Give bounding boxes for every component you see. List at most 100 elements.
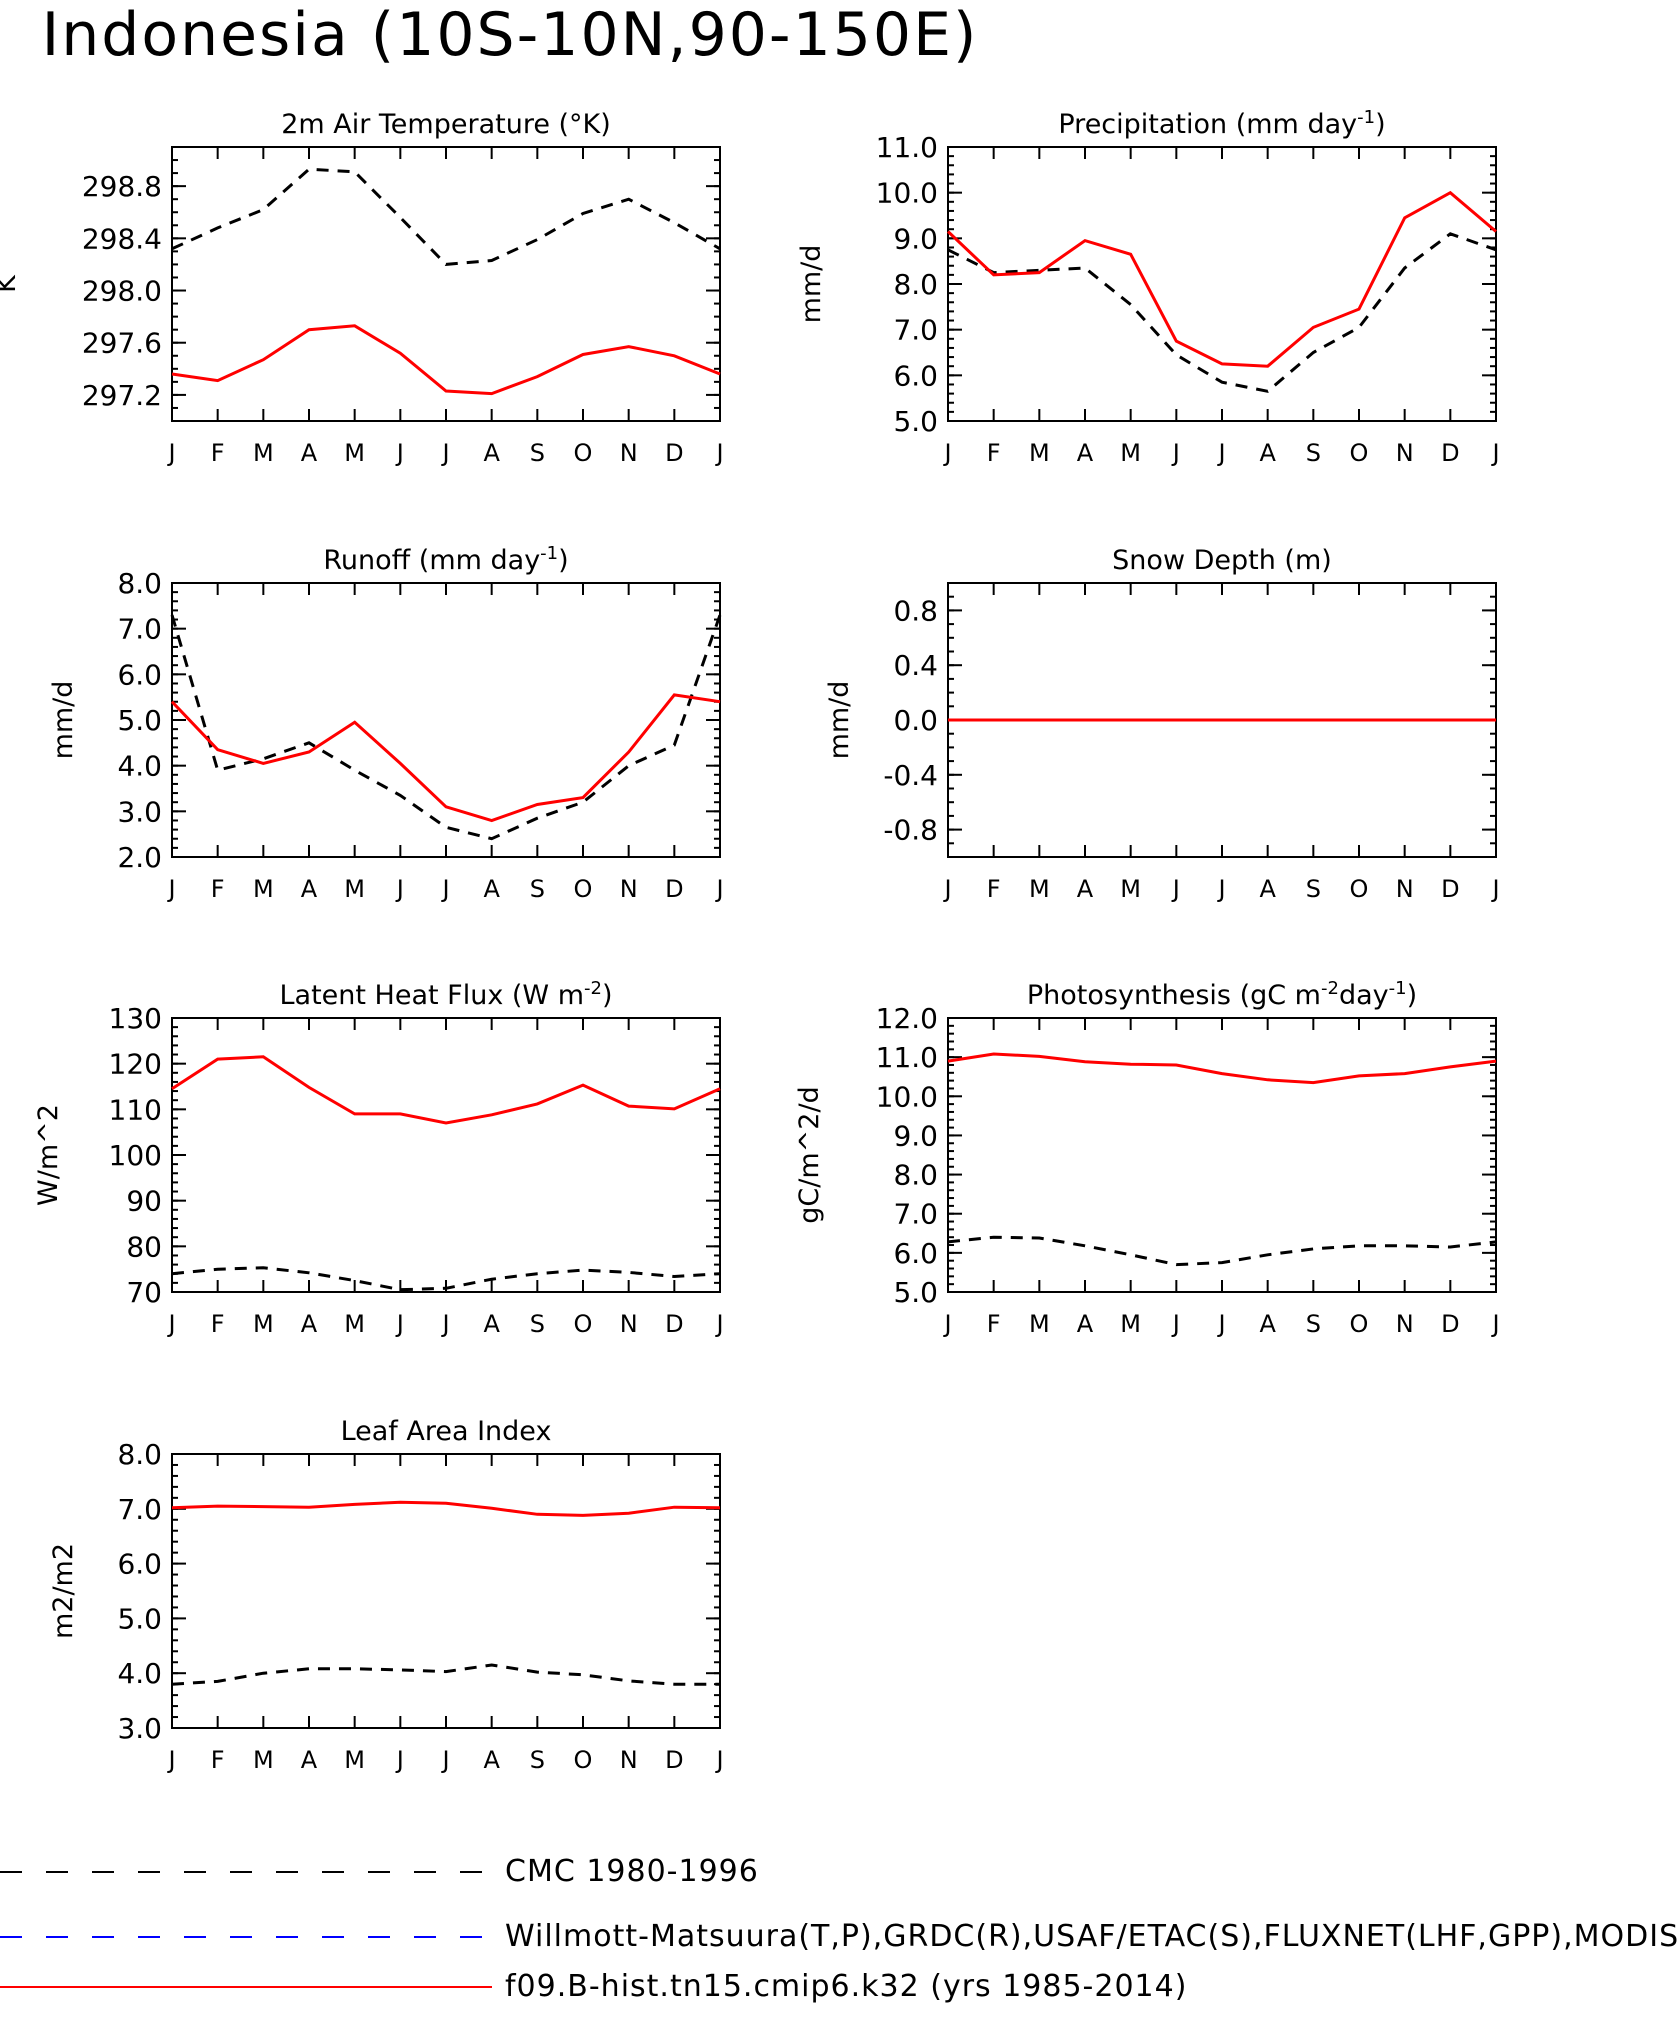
runoff-mm-day-1-ytick-label: 7.0 <box>117 613 162 646</box>
latent-heat-flux-w-m-2-xtick-label: O <box>574 1310 593 1338</box>
2m-air-temperature-k-ytick-label: 298.0 <box>82 275 162 308</box>
snow-depth-m-xtick-label: A <box>1259 875 1276 903</box>
precipitation-mm-day-1-xtick-label: M <box>1120 439 1141 467</box>
2m-air-temperature-k-frame <box>171 146 721 422</box>
2m-air-temperature-k-xtick-label: O <box>574 439 593 467</box>
2m-air-temperature-k-xtick-label: A <box>483 439 500 467</box>
photosynthesis-gc-m-2day-1-xtick-label: O <box>1350 1310 1369 1338</box>
leaf-area-index-xtick-label: A <box>483 1746 500 1774</box>
latent-heat-flux-w-m-2-xtick-label: N <box>620 1310 638 1338</box>
runoff-mm-day-1-xtick-label: A <box>483 875 500 903</box>
photosynthesis-gc-m-2day-1-xtick-label: J <box>1216 1310 1225 1338</box>
leaf-area-index-ytick-label: 8.0 <box>117 1438 162 1471</box>
precipitation-mm-day-1-ylabel: mm/d <box>796 245 827 324</box>
latent-heat-flux-w-m-2-xtick-label: F <box>211 1310 225 1338</box>
precipitation-mm-day-1-ytick-label: 7.0 <box>893 314 938 347</box>
precipitation-mm-day-1-xtick-label: F <box>987 439 1001 467</box>
runoff-mm-day-1-xtick-label: J <box>714 875 723 903</box>
latent-heat-flux-w-m-2-ytick-label: 80 <box>126 1230 162 1263</box>
leaf-area-index-ylabel: m2/m2 <box>48 1543 79 1639</box>
photosynthesis-gc-m-2day-1-ylabel: gC/m^2/d <box>794 1086 825 1223</box>
precipitation-mm-day-1-frame <box>947 146 1497 422</box>
photosynthesis-gc-m-2day-1-xtick-label: A <box>1077 1310 1094 1338</box>
snow-depth-m-ytick-label: 0.0 <box>893 704 938 737</box>
2m-air-temperature-k-ylabel: K <box>0 274 22 293</box>
snow-depth-m-xtick-label: D <box>1441 875 1459 903</box>
latent-heat-flux-w-m-2-xtick-label: A <box>301 1310 318 1338</box>
precipitation-mm-day-1-xtick-label: A <box>1077 439 1094 467</box>
leaf-area-index-xtick-label: N <box>620 1746 638 1774</box>
latent-heat-flux-w-m-2-xtick-label: J <box>166 1310 175 1338</box>
latent-heat-flux-w-m-2-ytick-label: 130 <box>109 1002 162 1035</box>
runoff-mm-day-1-ytick-label: 8.0 <box>117 567 162 600</box>
leaf-area-index-xtick-label: M <box>344 1746 365 1774</box>
runoff-mm-day-1-xtick-label: D <box>665 875 683 903</box>
snow-depth-m-xtick-label: J <box>942 875 951 903</box>
leaf-area-index-title: Leaf Area Index <box>341 1416 552 1447</box>
snow-depth-m-title: Snow Depth (m) <box>1112 545 1332 576</box>
runoff-mm-day-1-xtick-label: M <box>253 875 274 903</box>
photosynthesis-gc-m-2day-1-xtick-label: S <box>1306 1310 1321 1338</box>
2m-air-temperature-k-xtick-label: S <box>530 439 545 467</box>
2m-air-temperature-k-series-model <box>171 324 721 396</box>
precipitation-mm-day-1-ytick-label: 6.0 <box>893 359 938 392</box>
precipitation-mm-day-1-ytick-label: 10.0 <box>876 177 938 210</box>
latent-heat-flux-w-m-2-ytick-label: 100 <box>109 1139 162 1172</box>
snow-depth-m-ylabel: mm/d <box>824 681 855 760</box>
photosynthesis-gc-m-2day-1-series-obs <box>947 1235 1497 1267</box>
leaf-area-index-xtick-label: M <box>253 1746 274 1774</box>
photosynthesis-gc-m-2day-1-ytick-label: 11.0 <box>876 1041 938 1074</box>
2m-air-temperature-k-xtick-label: D <box>665 439 683 467</box>
leaf-area-index-xtick-label: A <box>301 1746 318 1774</box>
2m-air-temperature-k-xtick-label: F <box>211 439 225 467</box>
runoff-mm-day-1-xtick-label: O <box>574 875 593 903</box>
leaf-area-index-series-obs <box>171 1663 720 1686</box>
legend-row-alt-obs: Willmott-Matsuura(T,P),GRDC(R),USAF/ETAC… <box>0 1917 1679 1957</box>
runoff-mm-day-1-series-model <box>170 693 721 823</box>
photosynthesis-gc-m-2day-1-ytick-label: 9.0 <box>893 1119 938 1152</box>
precipitation-mm-day-1-ytick-label: 8.0 <box>893 268 938 301</box>
leaf-area-index-ytick-label: 7.0 <box>117 1493 162 1526</box>
2m-air-temperature-k-xtick-label: J <box>395 439 404 467</box>
runoff-mm-day-1-ytick-label: 2.0 <box>117 841 162 874</box>
2m-air-temperature-k-xtick-label: M <box>344 439 365 467</box>
latent-heat-flux-w-m-2-xtick-label: M <box>344 1310 365 1338</box>
leaf-area-index-xtick-label: J <box>714 1746 723 1774</box>
runoff-mm-day-1-title: Runoff (mm day-1) <box>323 543 568 576</box>
precipitation-mm-day-1-xtick-label: A <box>1259 439 1276 467</box>
runoff-mm-day-1-xtick-label: J <box>166 875 175 903</box>
latent-heat-flux-w-m-2-series-model <box>171 1055 721 1125</box>
2m-air-temperature-k-ytick-label: 298.8 <box>82 170 162 203</box>
latent-heat-flux-w-m-2-xtick-label: A <box>483 1310 500 1338</box>
snow-depth-m-xtick-label: A <box>1077 875 1094 903</box>
latent-heat-flux-w-m-2-ytick-label: 120 <box>109 1048 162 1081</box>
figure-title: Indonesia (10S-10N,90-150E) <box>41 0 979 70</box>
photosynthesis-gc-m-2day-1-ytick-label: 5.0 <box>893 1276 938 1309</box>
2m-air-temperature-k-xtick-label: M <box>253 439 274 467</box>
precipitation-mm-day-1-xtick-label: J <box>1171 439 1180 467</box>
latent-heat-flux-w-m-2-ytick-label: 70 <box>126 1276 162 1309</box>
snow-depth-m-ytick-label: 0.4 <box>893 649 938 682</box>
legend-label-alt-obs: Willmott-Matsuura(T,P),GRDC(R),USAF/ETAC… <box>505 1919 1679 1954</box>
legend-line-model <box>0 1986 492 1988</box>
runoff-mm-day-1-ytick-label: 6.0 <box>117 658 162 691</box>
2m-air-temperature-k-title: 2m Air Temperature (°K) <box>281 109 611 140</box>
legend-line-alt-obs <box>0 1936 492 1938</box>
photosynthesis-gc-m-2day-1-xtick-label: D <box>1441 1310 1459 1338</box>
latent-heat-flux-w-m-2-series-obs <box>171 1266 721 1292</box>
snow-depth-m-xtick-label: J <box>1490 875 1499 903</box>
precipitation-mm-day-1-ytick-label: 5.0 <box>893 405 938 438</box>
runoff-mm-day-1-xtick-label: N <box>620 875 638 903</box>
photosynthesis-gc-m-2day-1-ytick-label: 12.0 <box>876 1002 938 1035</box>
photosynthesis-gc-m-2day-1-xtick-label: F <box>987 1310 1001 1338</box>
snow-depth-m-xtick-label: N <box>1396 875 1414 903</box>
latent-heat-flux-w-m-2-xtick-label: S <box>530 1310 545 1338</box>
leaf-area-index-xtick-label: J <box>440 1746 449 1774</box>
chart-panels: 2m Air Temperature (°K)J F M A M J J A S O N D J297.… <box>0 107 1500 1774</box>
photosynthesis-gc-m-2day-1-frame <box>947 1017 1497 1293</box>
snow-depth-m-xtick-label: M <box>1029 875 1050 903</box>
2m-air-temperature-k-xtick-label: J <box>714 439 723 467</box>
precipitation-mm-day-1-xtick-label: D <box>1441 439 1459 467</box>
runoff-mm-day-1-xtick-label: F <box>211 875 225 903</box>
photosynthesis-gc-m-2day-1-ytick-label: 7.0 <box>893 1198 938 1231</box>
